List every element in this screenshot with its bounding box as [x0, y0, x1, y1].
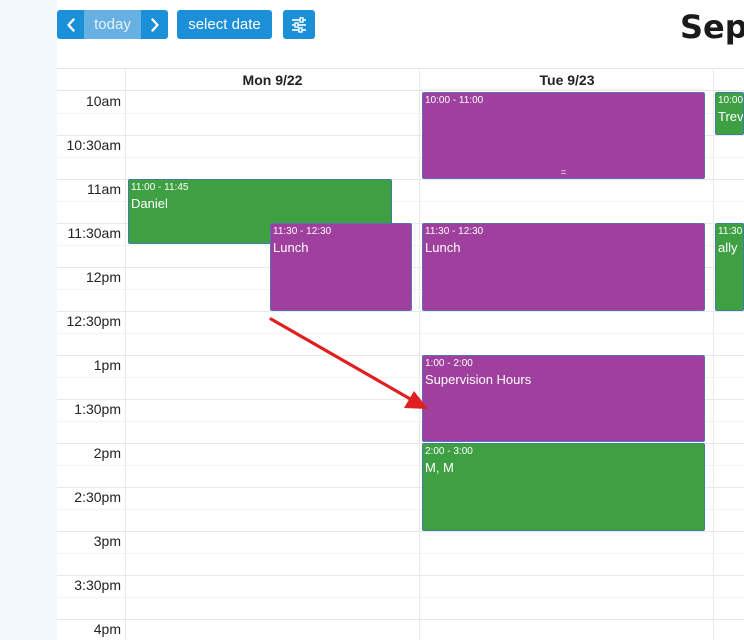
event-title: Trev [718, 109, 744, 124]
time-label: 2pm [93, 445, 121, 461]
time-label: 3pm [93, 533, 121, 549]
grid-line [57, 619, 744, 620]
chevron-right-icon [150, 17, 159, 32]
grid-line [57, 575, 744, 576]
grid-line [57, 597, 744, 598]
time-label: 1pm [93, 357, 121, 373]
event-supervision-hours[interactable]: 1:00 - 2:00 Supervision Hours [422, 355, 705, 442]
event-title: M, M [425, 460, 454, 475]
time-label: 3:30pm [74, 577, 121, 593]
time-label: 4pm [93, 621, 121, 637]
event-time: 11:30 - [718, 226, 743, 237]
time-label: 11:30am [67, 225, 121, 241]
prev-button[interactable] [57, 10, 84, 39]
event-m-m[interactable]: 2:00 - 3:00 M, M [422, 443, 705, 531]
grid-line [57, 135, 744, 136]
grid-line [57, 487, 744, 488]
event-lunch-mon[interactable]: 11:30 - 12:30 Lunch [270, 223, 412, 311]
resize-handle[interactable]: = [560, 167, 567, 177]
event-time: 10:00 [718, 95, 744, 106]
column-divider [125, 68, 126, 640]
week-calendar: Mon 9/22 Tue 9/23 10am 10:30am 11am 11:3… [57, 68, 744, 640]
grid-line [57, 311, 744, 312]
calendar-toolbar: today select date [57, 10, 315, 39]
column-header-mon[interactable]: Mon 9/22 [242, 72, 303, 88]
event-time: 2:00 - 3:00 [425, 446, 473, 457]
event-trev[interactable]: 10:00 Trev [715, 92, 744, 135]
event-title: ally [718, 240, 738, 255]
grid-line [57, 531, 744, 532]
select-date-button[interactable]: select date [177, 10, 272, 39]
navigation-button-group: today [57, 10, 168, 39]
grid-line [57, 421, 744, 422]
column-header-row: Mon 9/22 Tue 9/23 [57, 68, 744, 91]
event-time: 10:00 - 11:00 [425, 95, 484, 106]
time-label: 2:30pm [74, 489, 121, 505]
event-time: 1:00 - 2:00 [425, 358, 473, 369]
grid-line [57, 509, 744, 510]
grid-line [57, 157, 744, 158]
event-time: 11:30 - 12:30 [273, 226, 332, 237]
grid-line [57, 443, 744, 444]
column-divider [419, 68, 420, 640]
settings-button[interactable] [283, 10, 315, 39]
time-label: 11am [87, 181, 121, 197]
grid-line [57, 179, 744, 180]
time-label: 1:30pm [74, 401, 121, 417]
event-title: Daniel [131, 196, 168, 211]
grid-line [57, 553, 744, 554]
event-title: Lunch [425, 240, 461, 255]
grid-line [57, 201, 744, 202]
grid-line [57, 465, 744, 466]
time-label: 10:30am [66, 137, 121, 153]
event-time: 11:00 - 11:45 [131, 182, 189, 193]
next-button[interactable] [141, 10, 168, 39]
event-10-11-tue[interactable]: 10:00 - 11:00 = [422, 92, 705, 179]
event-title: Lunch [273, 240, 309, 255]
page-title: Sep [680, 8, 744, 46]
grid-line [57, 333, 744, 334]
column-divider [713, 68, 714, 640]
column-header-tue[interactable]: Tue 9/23 [539, 72, 595, 88]
time-grid[interactable]: 10am 10:30am 11am 11:30am 12pm 12:30pm 1… [57, 91, 744, 640]
today-button[interactable]: today [84, 10, 141, 39]
grid-line [57, 113, 744, 114]
left-gutter [0, 0, 57, 640]
event-time: 11:30 - 12:30 [425, 226, 484, 237]
chevron-left-icon [66, 17, 75, 32]
time-label: 12:30pm [66, 313, 121, 329]
sliders-icon [292, 16, 306, 33]
time-label: 10am [85, 93, 121, 109]
time-label: 12pm [85, 269, 121, 285]
event-title: Supervision Hours [425, 372, 532, 387]
event-lunch-tue[interactable]: 11:30 - 12:30 Lunch [422, 223, 705, 311]
event-ally[interactable]: 11:30 - ally [715, 223, 744, 311]
